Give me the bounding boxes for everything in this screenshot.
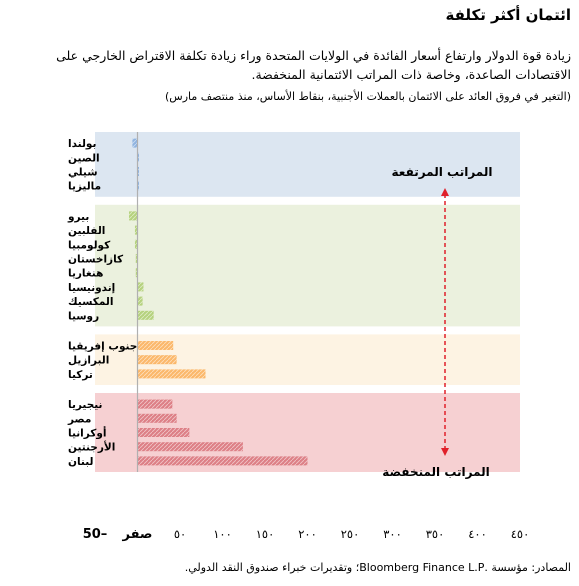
category-label: لبنان: [68, 456, 93, 468]
chart-title: ائتمان أكثر تكلفة: [445, 6, 571, 24]
bar-hatch-3-4: [137, 456, 308, 466]
x-tick-label: ٢٠٠: [298, 527, 317, 541]
bar-hatch-3-0: [137, 399, 173, 409]
x-tick-label: ٤٠٠: [468, 527, 487, 541]
x-tick-label: 50–: [83, 527, 108, 542]
category-label: الفلبين: [68, 225, 105, 237]
category-label: بيرو: [67, 211, 89, 223]
chart-source: المصادر: مؤسسة .Bloomberg Finance L.P؛ و…: [184, 561, 571, 574]
group-band-1: [95, 204, 520, 327]
bar-hatch-1-3: [135, 254, 138, 263]
arrow-down-head: [441, 448, 449, 456]
bar-hatch-1-6: [137, 296, 143, 306]
category-label: ماليزيا: [68, 181, 101, 193]
category-label: إندونيسيا: [68, 282, 115, 294]
bar-hatch-1-2: [134, 239, 138, 249]
category-label: الأرجنتين: [68, 441, 115, 454]
category-label: جنوب إفريقيا: [68, 341, 137, 353]
bar-hatch-1-7: [137, 310, 154, 320]
x-tick-label: ٥٠: [174, 527, 186, 541]
bar-hatch-1-5: [137, 282, 144, 292]
chart-subtitle: زيادة قوة الدولار وارتفاع أسعار الفائدة …: [56, 48, 571, 82]
arrow-up-head: [441, 188, 449, 196]
bar-hatch-3-2: [137, 428, 190, 437]
x-tick-label: ٤٥٠: [511, 527, 530, 541]
category-label: المكسيك: [68, 296, 113, 308]
category-label: كازاخستان: [68, 254, 124, 266]
bar-hatch-0-0: [132, 138, 138, 148]
category-label: شيلي: [68, 167, 98, 179]
x-tick-label: صفر: [121, 527, 152, 542]
group-band-0: [95, 132, 520, 197]
bar-hatch-0-3: [137, 181, 139, 191]
x-tick-label: ٣٥٠: [426, 527, 445, 541]
x-tick-label: ١٥٠: [256, 527, 275, 541]
category-label: مصر: [67, 413, 91, 425]
category-label: كولومبيا: [68, 239, 111, 251]
x-tick-label: ١٠٠: [213, 527, 232, 541]
category-label: أوكرانيا: [68, 426, 107, 440]
bar-hatch-3-1: [137, 413, 177, 423]
x-tick-label: ٣٠٠: [383, 527, 402, 541]
category-label: روسيا: [68, 310, 99, 322]
category-label: نيجيريا: [68, 399, 103, 411]
bar-hatch-1-1: [134, 225, 138, 235]
annotation-high: المراتب المرتفعة: [392, 165, 493, 179]
bar-hatch-1-0: [129, 211, 138, 221]
category-label: الصين: [68, 152, 100, 164]
bar-hatch-3-3: [137, 442, 243, 452]
bar-hatch-2-2: [137, 369, 206, 379]
chart-note: (التغير في فروق العائد على الائتمان بالع…: [165, 90, 571, 103]
bar-hatch-1-4: [135, 268, 138, 278]
x-tick-label: ٢٥٠: [341, 527, 360, 541]
annotation-low: المراتب المنخفضة: [382, 465, 490, 479]
category-label: تركيا: [68, 369, 93, 381]
category-label: هنغاريا: [68, 268, 103, 280]
bar-hatch-0-2: [137, 167, 139, 176]
bar-hatch-0-1: [137, 152, 139, 162]
bar-hatch-2-1: [137, 355, 177, 365]
category-label: بولندا: [68, 138, 96, 150]
category-label: البرازيل: [68, 355, 109, 367]
bar-hatch-2-0: [137, 341, 174, 350]
